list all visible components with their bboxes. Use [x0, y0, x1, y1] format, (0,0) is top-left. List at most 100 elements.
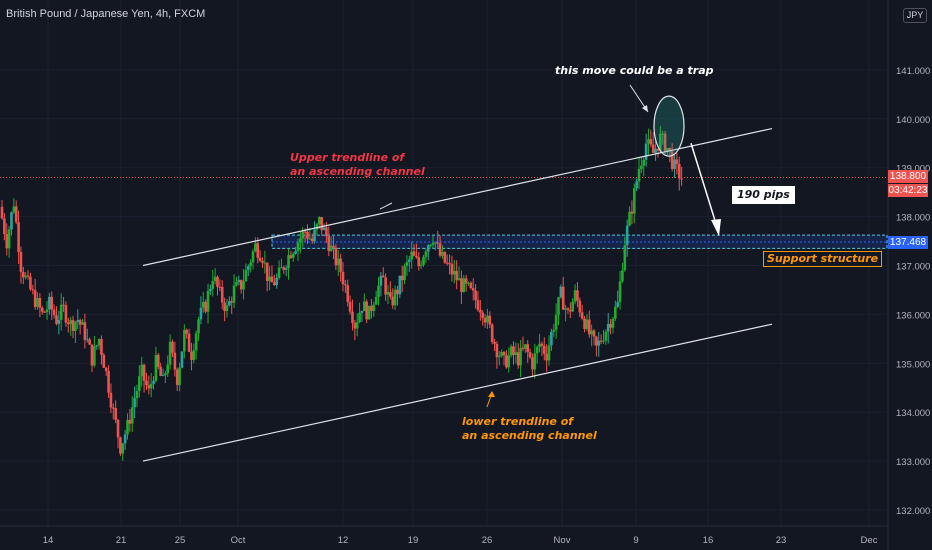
candle-body [246, 266, 250, 271]
candle-body [550, 331, 553, 346]
support-zone-rect[interactable] [271, 234, 888, 249]
candle-body [329, 245, 333, 251]
candle-body [107, 370, 110, 393]
candle-body [175, 369, 179, 386]
candle-body [55, 315, 58, 324]
candle-body [171, 341, 174, 353]
candle-body [273, 282, 276, 286]
time-axis[interactable]: 14 21 25 Oct 12 19 26 Nov 9 16 23 Dec [0, 525, 888, 546]
candle-body [114, 408, 117, 420]
candle-body [254, 243, 257, 252]
candle-body [38, 298, 42, 308]
y-tick-label: 132.000 [896, 506, 930, 517]
candle-body [287, 255, 290, 269]
candles-layer [0, 125, 683, 461]
candle-body [308, 238, 312, 240]
candle-body [97, 339, 101, 346]
annotation-support-structure: Support structure [763, 251, 883, 267]
candle-body [649, 139, 653, 145]
candle-body [199, 307, 203, 320]
candle-body [410, 251, 413, 260]
candle-body [557, 297, 560, 315]
candle-body [341, 271, 345, 285]
x-tick-label: Oct [231, 535, 246, 546]
candle-body [531, 357, 534, 370]
candle-body [7, 229, 11, 249]
candle-body [469, 282, 473, 289]
candle-body [479, 309, 482, 313]
candle-body [237, 280, 241, 283]
grid [0, 0, 887, 526]
candle-body [258, 257, 262, 261]
candle-body [542, 345, 546, 354]
candle-body [661, 133, 664, 135]
candle-body [251, 251, 255, 263]
candle-body [602, 340, 605, 342]
y-tick-label: 133.000 [896, 457, 930, 468]
candle-body [644, 143, 648, 160]
candle-body [29, 276, 32, 290]
candle-body [183, 329, 186, 352]
candle-body [445, 262, 449, 264]
trap-ellipse[interactable] [653, 95, 685, 157]
candle-body [677, 163, 681, 179]
candle-body [590, 330, 593, 335]
candle-body [268, 276, 271, 281]
candle-body [632, 188, 636, 214]
candle-body [235, 282, 238, 286]
candle-body [512, 346, 515, 355]
candle-body [194, 333, 198, 351]
candle-body [457, 278, 461, 281]
candle-body [384, 277, 387, 295]
x-tick-label: Nov [554, 535, 571, 546]
candle-body [313, 229, 316, 242]
candle-body [348, 301, 352, 312]
candle-body [400, 275, 404, 281]
candle-body [490, 324, 494, 343]
candle-body [135, 390, 139, 399]
candle-body [483, 318, 487, 323]
candle-body [142, 364, 146, 381]
candle-body [569, 310, 572, 312]
candle-body [213, 276, 217, 282]
candle-body [580, 312, 584, 319]
candle-body [22, 271, 25, 278]
candle-body [204, 301, 207, 312]
channel-lower-line[interactable] [142, 323, 773, 462]
candle-body [33, 290, 37, 307]
candle-body [609, 323, 612, 328]
candle-body [372, 304, 376, 311]
candle-body [443, 251, 447, 263]
candle-body [618, 281, 622, 303]
candle-body [611, 318, 615, 328]
projection-arrow[interactable] [690, 143, 719, 231]
candle-body [405, 262, 409, 266]
candle-body [505, 355, 508, 368]
candle-body [502, 352, 506, 356]
candle-body [346, 285, 350, 302]
price-axis[interactable]: 132.000 133.000 134.000 135.000 136.000 137.0… [887, 0, 930, 550]
candle-body [614, 306, 617, 319]
candle-body [358, 312, 361, 323]
candle-body [159, 366, 162, 376]
candle-body [393, 289, 397, 306]
candle-body [422, 256, 425, 265]
candle-body [630, 211, 634, 214]
candle-body [48, 296, 51, 310]
candle-body [31, 289, 35, 291]
candle-body [642, 159, 646, 166]
candle-body [334, 247, 338, 266]
candle-body [680, 178, 683, 180]
currency-badge[interactable]: JPY [903, 8, 927, 23]
candle-body [635, 181, 638, 189]
y-tick-label: 137.000 [896, 262, 930, 273]
x-tick-label: 19 [408, 535, 419, 546]
upper-pointer [379, 202, 393, 210]
channel-upper-line[interactable] [142, 127, 773, 267]
candle-body [355, 322, 359, 329]
candle-body [559, 286, 563, 298]
candle-body [244, 270, 248, 282]
candle-body [625, 225, 629, 246]
